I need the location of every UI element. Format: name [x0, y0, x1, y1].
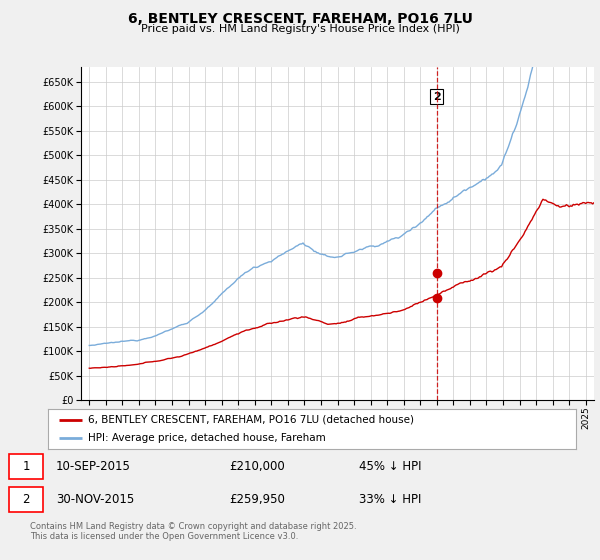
Text: 6, BENTLEY CRESCENT, FAREHAM, PO16 7LU (detached house): 6, BENTLEY CRESCENT, FAREHAM, PO16 7LU (…: [88, 415, 413, 424]
Text: 2: 2: [22, 493, 30, 506]
Text: Contains HM Land Registry data © Crown copyright and database right 2025.
This d: Contains HM Land Registry data © Crown c…: [30, 522, 356, 542]
FancyBboxPatch shape: [9, 487, 43, 512]
FancyBboxPatch shape: [9, 454, 43, 479]
Text: Price paid vs. HM Land Registry's House Price Index (HPI): Price paid vs. HM Land Registry's House …: [140, 24, 460, 34]
Text: 33% ↓ HPI: 33% ↓ HPI: [359, 493, 421, 506]
Text: 6, BENTLEY CRESCENT, FAREHAM, PO16 7LU: 6, BENTLEY CRESCENT, FAREHAM, PO16 7LU: [128, 12, 472, 26]
Text: £210,000: £210,000: [229, 460, 285, 473]
Text: 1: 1: [22, 460, 30, 473]
Text: 2: 2: [433, 92, 440, 101]
Text: 30-NOV-2015: 30-NOV-2015: [56, 493, 134, 506]
Text: HPI: Average price, detached house, Fareham: HPI: Average price, detached house, Fare…: [88, 433, 325, 443]
Text: £259,950: £259,950: [229, 493, 286, 506]
Text: 45% ↓ HPI: 45% ↓ HPI: [359, 460, 421, 473]
Text: 10-SEP-2015: 10-SEP-2015: [56, 460, 131, 473]
